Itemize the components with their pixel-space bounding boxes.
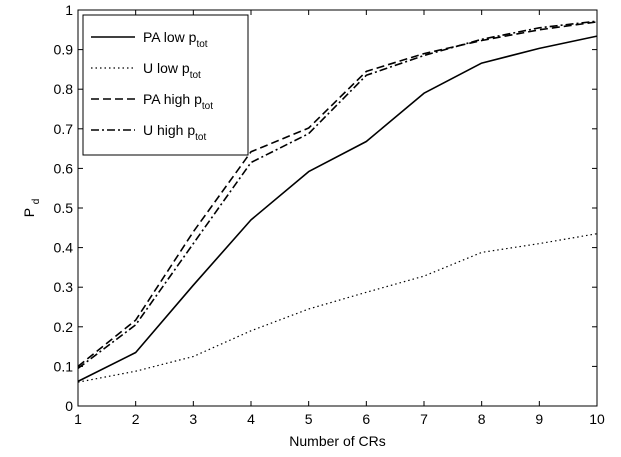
legend-box [82, 14, 249, 156]
y-axis-label-main: P [21, 208, 37, 217]
y-axis-label: P d [21, 199, 42, 218]
series-line-1 [77, 35, 598, 383]
x-tick-label-3: 3 [189, 411, 197, 427]
x-tick-label-4: 4 [247, 411, 255, 427]
x-tick-label-1: 1 [74, 411, 82, 427]
y-axis-label-subscript: d [31, 199, 42, 205]
legend-label-subscript-3: tot [202, 101, 213, 112]
x-tick-label-9: 9 [535, 411, 543, 427]
x-tick-label-2: 2 [132, 411, 140, 427]
legend-label-4: U high ptot [143, 122, 206, 143]
y-tick-label-1: 1 [65, 2, 73, 18]
y-tick-label-0.8: 0.8 [54, 81, 74, 97]
y-tick-label-0.4: 0.4 [54, 240, 74, 256]
y-tick-label-0.5: 0.5 [54, 200, 74, 216]
legend-label-2: U low ptot [143, 60, 201, 81]
legend-label-main-2: U low p [143, 60, 190, 76]
legend-label-3: PA high ptot [143, 91, 213, 112]
series-group [77, 20, 598, 383]
y-tick-label-0.3: 0.3 [54, 279, 74, 295]
x-tick-label-6: 6 [362, 411, 370, 427]
x-tick-label-10: 10 [589, 411, 605, 427]
x-axis-label: Number of CRs [289, 433, 385, 449]
y-tick-label-0: 0 [65, 398, 73, 414]
legend-label-main-1: PA low p [143, 29, 197, 45]
axes-group: 1 2 3 4 5 6 7 8 9 10 0 0.1 0.2 0.3 0.4 0.5 0.6 0.7 0.8 0.9 1 [54, 2, 605, 427]
legend-label-subscript-4: tot [195, 132, 206, 143]
legend-label-1: PA low ptot [143, 29, 208, 50]
y-tick-label-0.1: 0.1 [54, 358, 74, 374]
x-tick-label-5: 5 [305, 411, 313, 427]
legend-label-subscript-2: tot [190, 70, 201, 81]
x-tick-label-8: 8 [478, 411, 486, 427]
y-tick-label-0.7: 0.7 [54, 121, 74, 137]
legend-label-main-4: U high p [143, 122, 195, 138]
legend-label-subscript-1: tot [196, 39, 207, 50]
x-tick-label-7: 7 [420, 411, 428, 427]
y-tick-label-0.6: 0.6 [54, 160, 74, 176]
y-tick-label-0.2: 0.2 [54, 319, 74, 335]
y-tick-label-0.9: 0.9 [54, 42, 74, 58]
legend-label-main-3: PA high p [143, 91, 202, 107]
series-line-3 [77, 21, 598, 368]
